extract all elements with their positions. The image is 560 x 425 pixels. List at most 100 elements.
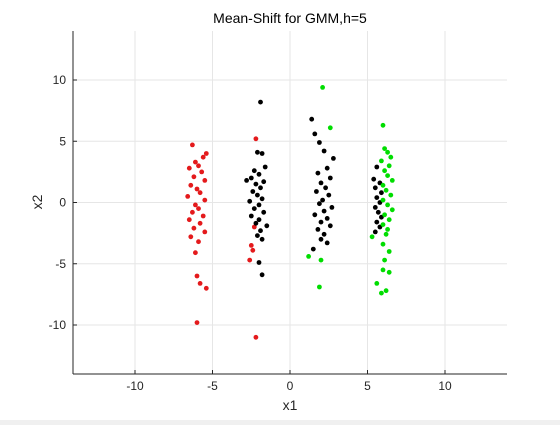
data-point [317,140,322,145]
data-point [196,206,201,212]
data-point [190,142,195,148]
data-point [380,182,386,188]
data-point [310,246,316,252]
data-point [327,223,333,229]
data-point [258,228,263,234]
data-point [196,163,201,169]
data-point [369,234,375,240]
data-point [253,334,259,340]
data-point [385,227,390,232]
data-point [379,290,384,296]
data-point [318,180,324,186]
data-point [264,223,270,229]
data-point [374,195,380,201]
data-point [202,178,208,183]
data-point [386,249,392,254]
data-point [318,219,324,225]
x-tick-label: 0 [287,379,294,393]
y-axis-label: x2 [29,194,45,209]
data-point [380,267,386,273]
data-point [253,136,259,142]
data-point [256,217,262,223]
data-point [186,217,192,223]
data-point [247,257,253,263]
data-point [253,220,259,226]
chart-title: Mean-Shift for GMM,h=5 [213,10,367,26]
data-point [326,192,332,198]
data-point [317,201,322,207]
data-point [250,247,256,253]
data-point [185,194,191,199]
data-point [248,175,254,181]
data-point [320,85,325,90]
data-point [385,149,390,155]
y-tick-label: 5 [59,134,66,148]
x-tick-label: -5 [207,379,218,393]
y-tick-label: -5 [55,257,66,271]
data-point [327,125,333,131]
data-point [331,156,336,161]
data-point [372,185,378,191]
tick-labels: -10 -5 0 5 10 -10 -5 0 5 10 [49,73,452,393]
data-point [324,216,330,221]
data-point [248,243,254,248]
data-point [193,202,198,208]
grid-lines [73,31,507,374]
data-point [312,131,318,137]
data-point [329,205,335,210]
data-point [379,190,384,196]
data-point [193,250,198,256]
x-tick-label: 10 [438,379,452,393]
data-point [190,209,195,215]
data-point [188,234,194,240]
data-point [317,284,322,290]
data-point [321,231,327,237]
data-point [309,116,315,122]
data-point [200,154,206,160]
data-point [385,202,390,208]
data-point [253,181,259,187]
axes [72,31,507,375]
data-point [382,212,387,218]
data-point [383,187,389,193]
data-point [194,186,200,192]
data-point [386,269,392,275]
data-point [256,260,262,265]
data-point [389,178,395,183]
data-point [389,207,395,213]
data-point [259,196,265,202]
data-point [380,222,386,228]
data-point [200,213,206,219]
data-point [250,189,256,194]
data-point [199,169,205,175]
data-point [191,174,197,180]
data-point [382,257,387,263]
data-point [251,224,257,230]
data-point [262,164,268,170]
data-point [379,158,384,164]
data-point [194,273,200,279]
data-point [318,257,324,263]
data-point [315,170,321,176]
data-point [323,185,328,191]
data-point [255,233,260,239]
data-point [382,146,387,152]
data-point [388,192,394,198]
data-point [256,202,262,208]
data-point [374,281,380,286]
data-point [314,189,319,194]
data-point [197,281,203,286]
data-point [251,206,257,212]
data-point [196,239,201,245]
data-point [380,122,386,128]
data-point [259,272,265,278]
data-point [261,209,267,215]
y-tick-label: 0 [59,196,66,210]
data-point [318,236,324,242]
data-point [259,236,265,242]
data-point [385,173,390,179]
data-point [191,225,197,231]
data-point [261,179,267,185]
